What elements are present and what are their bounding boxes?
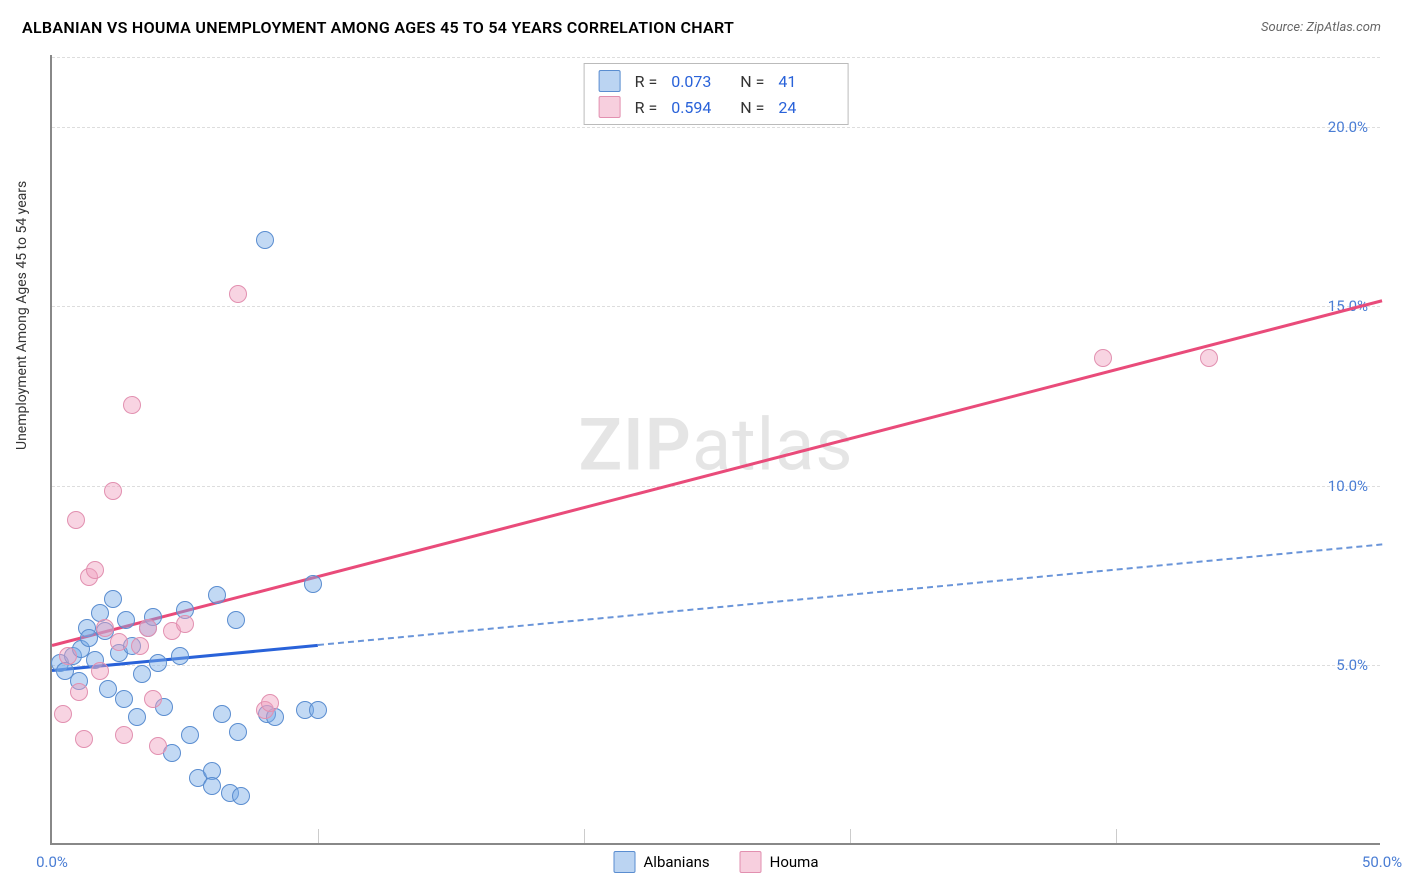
gridline-h — [52, 665, 1380, 666]
data-point — [261, 694, 279, 712]
y-tick-label: 5.0% — [1336, 656, 1368, 674]
trend-line — [318, 543, 1382, 646]
data-point — [203, 777, 221, 795]
data-point — [104, 590, 122, 608]
swatch-albanians — [599, 70, 621, 92]
x-tick-label: 50.0% — [1362, 853, 1402, 871]
data-point — [144, 690, 162, 708]
data-point — [1094, 349, 1112, 367]
data-point — [149, 654, 167, 672]
data-point — [213, 705, 231, 723]
data-point — [70, 683, 88, 701]
y-tick-label: 20.0% — [1328, 118, 1368, 136]
data-point — [181, 726, 199, 744]
swatch-houma — [740, 851, 762, 873]
data-point — [104, 482, 122, 500]
data-point — [256, 231, 274, 249]
legend-stats-box: R = 0.073 N = 41 R = 0.594 N = 24 — [584, 63, 849, 125]
data-point — [304, 575, 322, 593]
x-tick-minor — [850, 829, 851, 843]
x-tick-minor — [318, 829, 319, 843]
data-point — [229, 285, 247, 303]
swatch-albanians — [614, 851, 636, 873]
trend-line — [52, 299, 1383, 647]
data-point — [115, 726, 133, 744]
data-point — [91, 662, 109, 680]
data-point — [227, 611, 245, 629]
data-point — [171, 647, 189, 665]
source-label: Source: ZipAtlas.com — [1261, 20, 1381, 35]
data-point — [99, 680, 117, 698]
data-point — [96, 619, 114, 637]
data-point — [117, 611, 135, 629]
data-point — [115, 690, 133, 708]
data-point — [59, 647, 77, 665]
legend-bottom: Albanians Houma — [614, 851, 819, 873]
x-tick-label: 0.0% — [36, 853, 68, 871]
data-point — [54, 705, 72, 723]
data-point — [149, 737, 167, 755]
data-point — [176, 615, 194, 633]
legend-stats-row-albanians: R = 0.073 N = 41 — [599, 68, 834, 94]
legend-item-albanians: Albanians — [614, 851, 710, 873]
gridline-h — [52, 127, 1380, 128]
scatter-plot-area: ZIPatlas R = 0.073 N = 41 R = 0.594 N = … — [50, 55, 1380, 845]
gridline-h — [52, 486, 1380, 487]
x-tick-minor — [584, 829, 585, 843]
data-point — [123, 396, 141, 414]
chart-title: ALBANIAN VS HOUMA UNEMPLOYMENT AMONG AGE… — [22, 18, 734, 37]
data-point — [67, 511, 85, 529]
data-point — [86, 561, 104, 579]
data-point — [128, 708, 146, 726]
data-point — [75, 730, 93, 748]
data-point — [139, 619, 157, 637]
x-tick-minor — [1116, 829, 1117, 843]
gridline-h — [52, 57, 1380, 58]
data-point — [309, 701, 327, 719]
y-tick-label: 10.0% — [1328, 477, 1368, 495]
swatch-houma — [599, 96, 621, 118]
y-axis-label: Unemployment Among Ages 45 to 54 years — [14, 181, 30, 450]
data-point — [1200, 349, 1218, 367]
gridline-h — [52, 306, 1380, 307]
data-point — [229, 723, 247, 741]
data-point — [131, 637, 149, 655]
data-point — [232, 787, 250, 805]
data-point — [208, 586, 226, 604]
data-point — [110, 633, 128, 651]
data-point — [133, 665, 151, 683]
legend-stats-row-houma: R = 0.594 N = 24 — [599, 94, 834, 120]
legend-item-houma: Houma — [740, 851, 819, 873]
